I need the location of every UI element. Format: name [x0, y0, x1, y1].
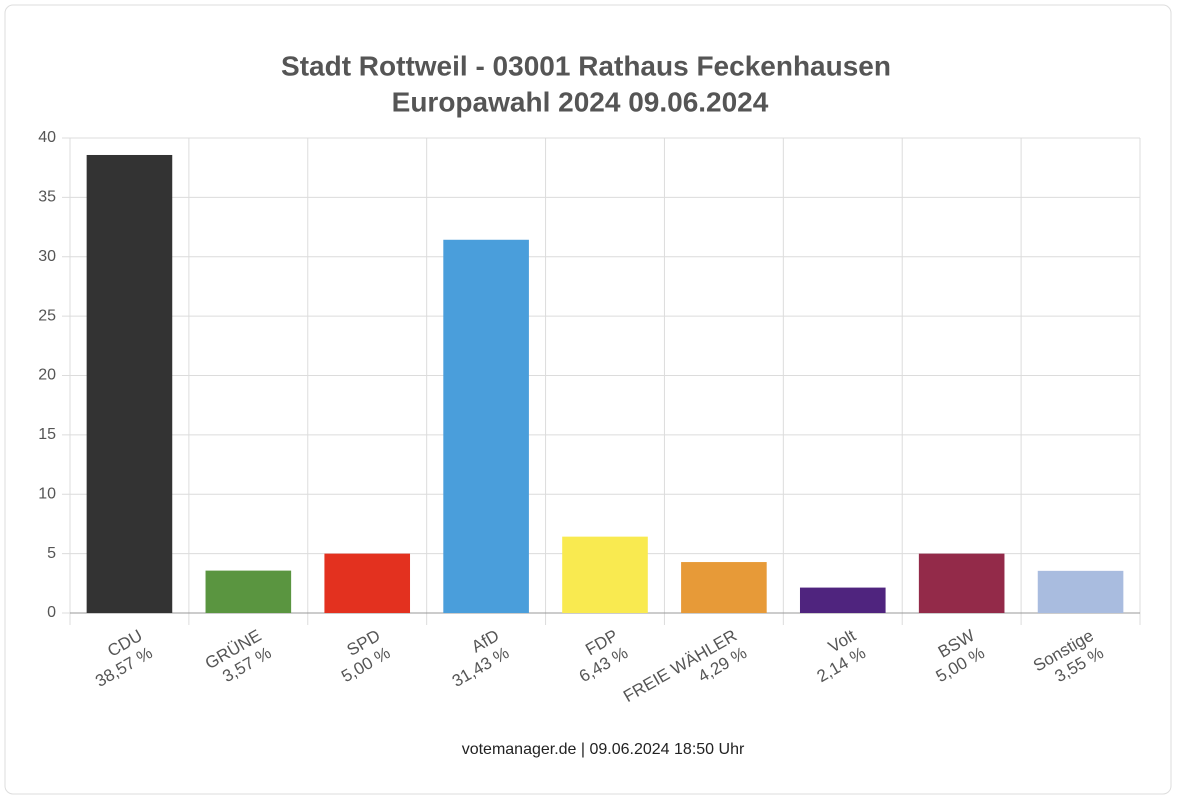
- bar: [324, 553, 411, 613]
- y-tick-label: 40: [38, 129, 56, 146]
- bar: [799, 587, 886, 613]
- y-tick-label: 5: [47, 545, 56, 562]
- bar: [205, 570, 292, 613]
- y-tick-label: 30: [38, 248, 56, 265]
- bar: [562, 536, 648, 613]
- bar: [918, 553, 1005, 613]
- chart-subtitle: Europawahl 2024 09.06.2024: [392, 86, 769, 117]
- y-tick-label: 20: [38, 367, 56, 384]
- bar: [1037, 570, 1124, 613]
- bar: [443, 239, 529, 614]
- y-tick-label: 0: [47, 604, 56, 621]
- y-tick-label: 15: [38, 426, 56, 443]
- y-tick-label: 10: [38, 485, 56, 502]
- y-tick-label: 25: [38, 307, 56, 324]
- bar: [681, 562, 767, 613]
- chart-title: Stadt Rottweil - 03001 Rathaus Feckenhau…: [281, 50, 891, 81]
- bar: [86, 154, 173, 613]
- y-tick-label: 35: [38, 189, 56, 206]
- source: votemanager.de | 09.06.2024 18:50 Uhr: [462, 741, 745, 758]
